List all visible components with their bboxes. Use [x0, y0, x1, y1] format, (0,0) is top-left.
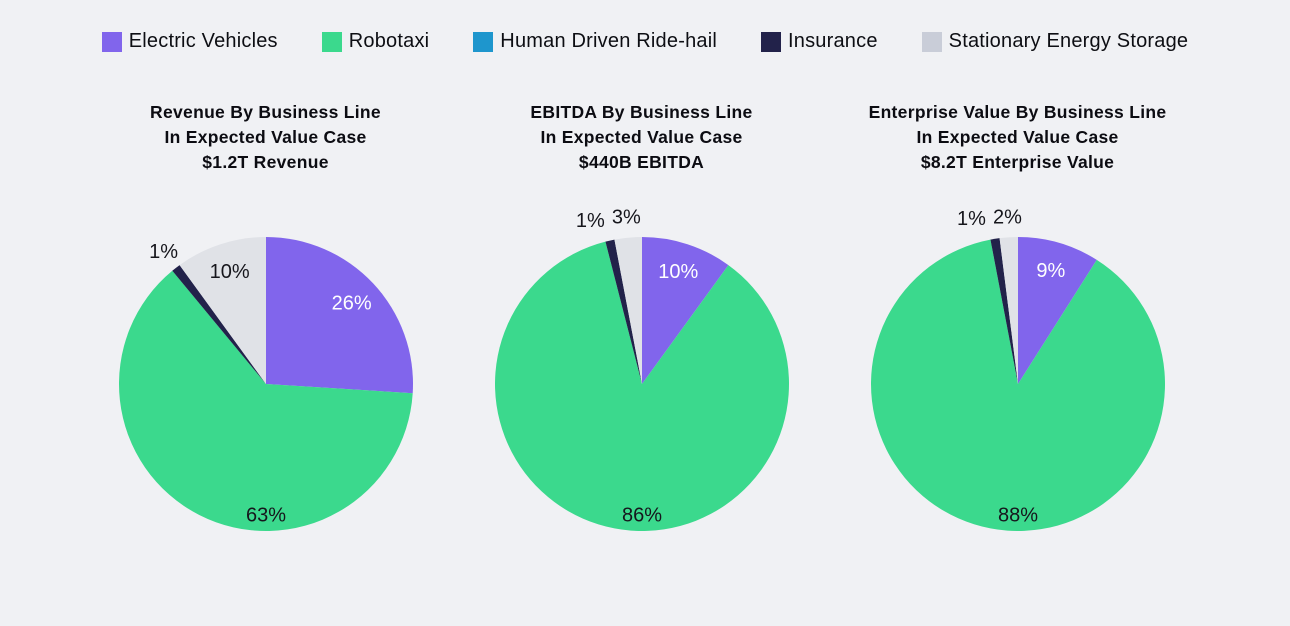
chart-title-line: $1.2T Revenue — [202, 152, 329, 172]
chart-title-line: Revenue By Business Line — [150, 102, 381, 122]
slice-label: 1% — [957, 208, 986, 230]
slice-label: 10% — [658, 261, 698, 283]
legend-label: Stationary Energy Storage — [948, 30, 1189, 52]
legend: Electric Vehicles Robotaxi Human Driven Ri… — [0, 30, 1290, 53]
pie-slice-robotaxi — [494, 241, 789, 532]
pie-slice-robotaxi — [118, 270, 413, 531]
chart-title-line: In Expected Value Case — [916, 127, 1119, 147]
pie-chart: 10% 86% 1% 3% — [494, 207, 789, 532]
legend-swatch-robotaxi — [321, 31, 342, 52]
pie-slice-insurance — [604, 239, 642, 384]
pie-slice-stationary-energy-storage — [613, 237, 642, 384]
chart-title-line: $8.2T Enterprise Value — [920, 152, 1115, 172]
legend-item-robotaxi: Robotaxi — [321, 30, 430, 53]
legend-label: Robotaxi — [348, 30, 430, 52]
slice-label: 1% — [149, 241, 178, 263]
legend-swatch-stationary-energy-storage — [921, 31, 942, 52]
legend-item-electric-vehicles: Electric Vehicles — [101, 30, 278, 53]
slice-label: 3% — [611, 207, 640, 229]
legend-item-human-driven-ride-hail: Human Driven Ride-hail — [473, 30, 717, 53]
legend-item-insurance: Insurance — [761, 30, 878, 53]
slice-label: 10% — [209, 261, 249, 283]
slice-label: 63% — [245, 505, 285, 527]
chart-title: Revenue By Business Line In Expected Valu… — [77, 100, 454, 175]
pie-slice-electric-vehicles — [641, 237, 728, 384]
legend-swatch-human-driven-ride-hail — [473, 31, 494, 52]
pie-slice-stationary-energy-storage — [999, 237, 1018, 384]
chart-ebitda-by-business-line: EBITDA By Business Line In Expected Value… — [453, 100, 830, 532]
legend-swatch-electric-vehicles — [101, 31, 122, 52]
chart-title: EBITDA By Business Line In Expected Value… — [453, 100, 830, 175]
chart-title-line: Enterprise Value By Business Line — [868, 102, 1167, 122]
pie-slice-insurance — [989, 238, 1018, 384]
pie-slice-robotaxi — [870, 239, 1165, 531]
legend-label: Human Driven Ride-hail — [500, 30, 718, 52]
slice-label: 86% — [621, 505, 661, 527]
legend-swatch-insurance — [761, 31, 782, 52]
chart-revenue-by-business-line: Revenue By Business Line In Expected Valu… — [77, 100, 454, 532]
slice-label: 1% — [575, 210, 604, 232]
slice-label: 2% — [993, 206, 1022, 228]
chart-title-line: EBITDA By Business Line — [530, 102, 753, 122]
pie-slice-insurance — [171, 265, 266, 384]
slice-label: 26% — [331, 293, 371, 315]
pie-slice-electric-vehicles — [1017, 237, 1097, 384]
slice-label: 88% — [997, 505, 1037, 527]
chart-title-line: In Expected Value Case — [164, 127, 367, 147]
chart-title-line: $440B EBITDA — [578, 152, 705, 172]
legend-item-stationary-energy-storage: Stationary Energy Storage — [921, 30, 1189, 53]
chart-title: Enterprise Value By Business Line In Expe… — [829, 100, 1206, 175]
chart-title-line: In Expected Value Case — [540, 127, 743, 147]
slice-label: 9% — [1036, 260, 1065, 282]
pie-slice-stationary-energy-storage — [179, 237, 266, 384]
pie-chart: 26% 63% 1% 10% — [118, 237, 413, 531]
pie-slice-electric-vehicles — [265, 237, 413, 394]
chart-enterprise-value-by-business-line: Enterprise Value By Business Line In Expe… — [829, 100, 1206, 532]
pie-chart: 9% 88% 1% 2% — [870, 206, 1165, 531]
legend-label: Insurance — [788, 30, 878, 52]
legend-label: Electric Vehicles — [128, 30, 278, 52]
